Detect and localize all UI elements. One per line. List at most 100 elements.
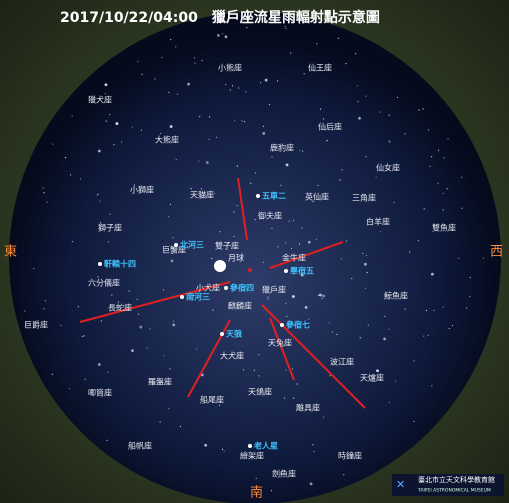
star — [208, 138, 210, 140]
star — [368, 376, 370, 378]
star — [141, 73, 143, 75]
star — [396, 96, 399, 98]
star — [109, 113, 111, 116]
star — [250, 182, 252, 184]
logo-name: 臺北市立天文科學教育館 — [418, 475, 495, 484]
star — [262, 132, 266, 135]
star — [219, 404, 221, 406]
star — [388, 401, 391, 404]
bright-star — [98, 262, 102, 266]
star — [388, 168, 390, 170]
star — [331, 331, 334, 333]
star — [149, 328, 151, 330]
star — [111, 294, 113, 296]
star — [198, 160, 200, 162]
star — [146, 347, 148, 349]
star — [340, 258, 343, 260]
star — [280, 473, 282, 475]
star — [285, 163, 289, 167]
bright-star — [284, 269, 288, 273]
star — [128, 290, 130, 292]
star — [312, 200, 314, 203]
star — [290, 52, 292, 54]
star — [253, 369, 255, 371]
star — [60, 324, 62, 327]
star — [351, 277, 353, 280]
star — [109, 213, 111, 215]
star — [193, 57, 196, 59]
constellation-label: 獵戶座 — [262, 285, 286, 295]
star — [346, 240, 348, 242]
constellation-label: 小獅座 — [130, 185, 154, 195]
star — [393, 201, 395, 204]
star — [224, 35, 227, 37]
bright-star — [220, 332, 224, 336]
star — [422, 108, 424, 110]
star — [313, 450, 315, 453]
star — [168, 216, 170, 218]
star — [291, 368, 294, 370]
constellation-label: 六分儀座 — [88, 278, 120, 288]
star — [225, 83, 227, 86]
constellation-label: 天貓座 — [190, 190, 214, 200]
star — [159, 421, 161, 423]
star — [233, 120, 236, 122]
star — [446, 188, 448, 190]
star — [312, 444, 314, 446]
star — [175, 158, 177, 161]
direction-south: 南 — [250, 485, 263, 501]
star — [170, 259, 174, 263]
constellation-label: 御夫座 — [258, 211, 282, 221]
direction-east: 東 — [4, 244, 17, 260]
star — [255, 477, 257, 479]
star — [255, 172, 257, 174]
constellation-label: 仙女座 — [376, 163, 400, 173]
star — [285, 302, 287, 304]
star — [341, 169, 343, 171]
star — [428, 129, 430, 131]
star — [254, 219, 256, 221]
constellation-label: 雕具座 — [296, 403, 320, 413]
star — [437, 182, 439, 184]
star-label: 軒轅十四 — [104, 259, 136, 269]
star — [137, 60, 139, 63]
star — [329, 375, 331, 377]
star — [258, 354, 260, 356]
star — [442, 306, 444, 308]
star — [238, 87, 240, 89]
star — [140, 129, 142, 131]
star — [267, 296, 269, 298]
star — [365, 95, 367, 97]
star-field — [24, 25, 484, 492]
star — [121, 141, 123, 143]
star — [246, 27, 248, 29]
star-label: 南河三 — [186, 292, 210, 302]
star — [168, 408, 170, 410]
star — [105, 120, 107, 122]
star — [388, 114, 390, 116]
sky-dome — [9, 12, 501, 503]
star-label: 參宿七 — [286, 320, 310, 330]
constellation-label: 波江座 — [330, 357, 354, 367]
star — [104, 93, 106, 95]
star — [359, 337, 361, 339]
star — [404, 308, 406, 310]
star — [97, 363, 101, 366]
star — [195, 348, 198, 350]
star — [285, 369, 287, 371]
star — [431, 385, 433, 387]
star — [219, 231, 221, 233]
star — [322, 294, 325, 298]
star — [242, 369, 245, 371]
constellation-label: 大熊座 — [155, 135, 179, 145]
constellation-label: 長蛇座 — [108, 303, 132, 313]
constellation-label: 船尾座 — [200, 395, 224, 405]
star — [451, 324, 454, 327]
star — [163, 355, 165, 357]
radiant-lines — [79, 177, 366, 409]
star — [176, 93, 179, 95]
star — [97, 193, 99, 195]
star — [429, 165, 431, 167]
star — [315, 239, 318, 241]
star — [172, 237, 174, 239]
